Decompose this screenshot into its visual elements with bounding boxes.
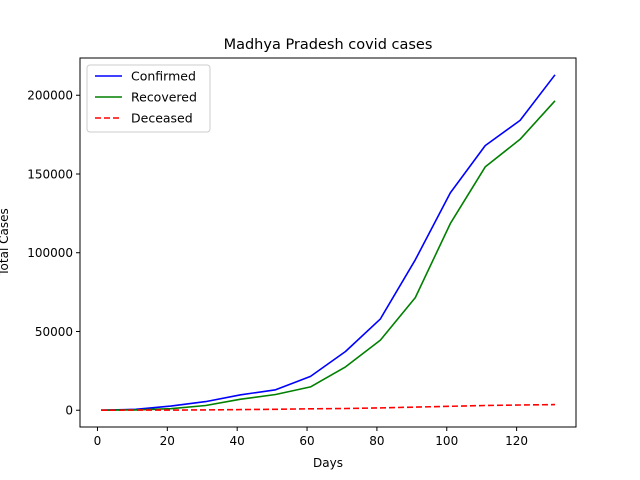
series-line-recovered <box>100 100 556 411</box>
legend-label-confirmed: Confirmed <box>131 69 196 84</box>
plot-frame <box>79 57 577 428</box>
x-axis-label: Days <box>313 456 343 470</box>
x-tick-label: 80 <box>369 434 384 448</box>
y-tick-label: 50000 <box>35 325 73 339</box>
series-line-confirmed <box>100 74 556 411</box>
y-tick-label: 150000 <box>27 167 73 181</box>
y-tick-label: 100000 <box>27 246 73 260</box>
legend-label-deceased: Deceased <box>131 111 193 126</box>
series-line-deceased <box>100 403 556 412</box>
x-tick-label: 0 <box>94 434 102 448</box>
x-axis-ticks: 0 20 40 60 80 100 120 <box>94 427 528 448</box>
x-tick-label: 20 <box>160 434 175 448</box>
x-tick-label: 40 <box>230 434 245 448</box>
legend-label-recovered: Recovered <box>131 90 197 105</box>
legend: Confirmed Recovered Deceased <box>86 64 211 133</box>
x-tick-label: 120 <box>505 434 528 448</box>
y-axis-label: Total Cases <box>0 208 11 276</box>
x-tick-label: 100 <box>435 434 458 448</box>
y-tick-label: 0 <box>65 404 73 418</box>
y-axis-ticks: 0 50000 100000 150000 200000 <box>27 89 80 418</box>
plot-lines <box>100 74 556 412</box>
chart-title: Madhya Pradesh covid cases <box>224 37 433 53</box>
legend-box <box>86 64 211 133</box>
x-tick-label: 60 <box>299 434 314 448</box>
y-tick-label: 200000 <box>27 89 73 103</box>
